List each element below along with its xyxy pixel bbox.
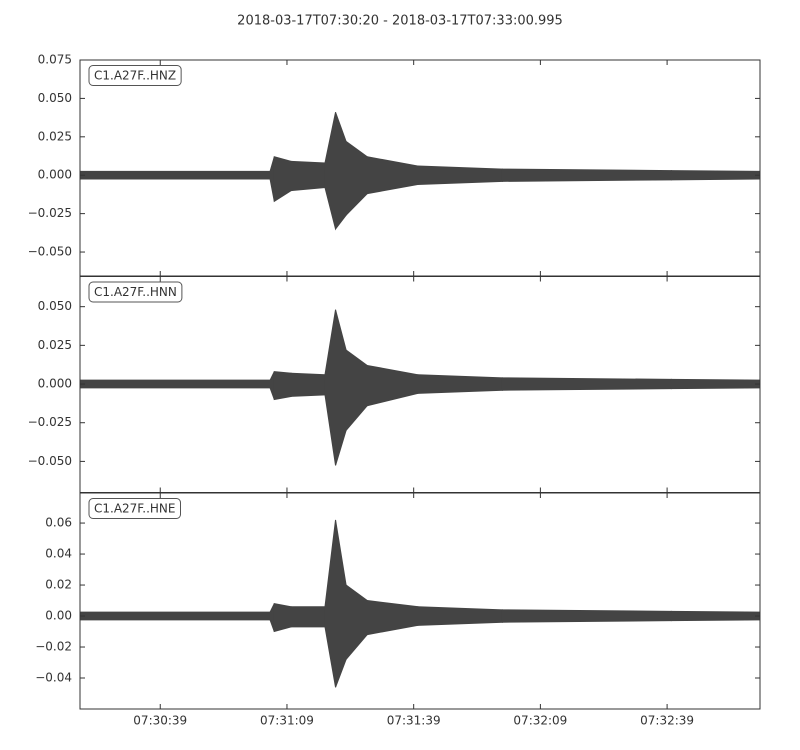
y-tick-label: 0.025 xyxy=(38,129,72,143)
waveform-segment xyxy=(324,519,337,688)
trace-label-box xyxy=(88,281,183,303)
y-tick-label: 0.050 xyxy=(38,91,72,105)
y-tick-label: −0.04 xyxy=(35,671,72,685)
waveform-segment xyxy=(335,112,347,231)
waveform-segment xyxy=(670,170,761,181)
y-tick-label: 0.04 xyxy=(45,547,72,561)
waveform-segment xyxy=(345,349,368,432)
waveform-segment xyxy=(366,599,419,636)
waveform-segment xyxy=(324,309,337,466)
trace-label: C1.A27F..HNE xyxy=(94,502,176,516)
waveform-segment xyxy=(417,606,503,626)
waveform-segment xyxy=(345,584,368,661)
panel-frame xyxy=(79,492,761,710)
waveform-segment xyxy=(290,372,326,397)
y-tick-label: 0.025 xyxy=(38,338,72,352)
y-tick-label: 0.02 xyxy=(45,578,72,592)
x-tick-label: 07:31:39 xyxy=(387,714,441,728)
waveform-segment xyxy=(269,603,275,632)
waveform-segment xyxy=(290,606,326,628)
waveform-segment xyxy=(501,609,672,623)
trace-label: C1.A27F..HNZ xyxy=(94,69,176,83)
waveform-segment xyxy=(366,364,419,407)
trace-label-box xyxy=(88,65,182,86)
waveform-segment xyxy=(79,170,271,180)
waveform-segment xyxy=(79,611,271,621)
waveform-segment xyxy=(501,168,672,182)
y-tick-label: −0.025 xyxy=(28,415,72,429)
waveform-segment xyxy=(417,165,503,185)
y-tick-label: 0.06 xyxy=(45,516,72,530)
y-tick-label: 0.075 xyxy=(38,53,72,67)
x-tick-label: 07:30:39 xyxy=(133,714,187,728)
waveform-segment xyxy=(273,156,292,203)
waveform-segment xyxy=(335,309,347,466)
y-tick-label: 0.050 xyxy=(38,299,72,313)
trace-label: C1.A27F..HNN xyxy=(94,285,177,299)
waveform-segment xyxy=(670,378,761,390)
waveform-segment xyxy=(324,112,337,230)
trace-label-box xyxy=(88,498,181,519)
waveform-segment xyxy=(501,377,672,391)
chart-title: 2018-03-17T07:30:20 - 2018-03-17T07:33:0… xyxy=(237,14,563,29)
y-tick-label: −0.050 xyxy=(28,245,72,259)
y-tick-label: 0.000 xyxy=(38,377,72,391)
y-tick-label: −0.02 xyxy=(35,640,72,654)
waveform-segment xyxy=(273,603,292,633)
waveform-segment xyxy=(670,610,761,622)
y-tick-label: 0.000 xyxy=(38,168,72,182)
waveform-segment xyxy=(273,371,292,401)
x-tick-label: 07:31:09 xyxy=(260,714,314,728)
y-tick-label: −0.050 xyxy=(28,454,72,468)
waveform-segment xyxy=(290,160,326,192)
waveform-segment xyxy=(335,519,347,688)
y-tick-label: 0.00 xyxy=(45,609,72,623)
x-tick-label: 07:32:39 xyxy=(640,714,694,728)
waveform-segment xyxy=(417,374,503,394)
waveform-segment xyxy=(79,379,271,389)
y-tick-label: −0.025 xyxy=(28,206,72,220)
waveform-segment xyxy=(269,156,275,202)
waveform-segment xyxy=(345,140,368,217)
waveform-segment xyxy=(269,371,275,400)
x-tick-label: 07:32:09 xyxy=(513,714,567,728)
waveform-segment xyxy=(366,156,419,195)
